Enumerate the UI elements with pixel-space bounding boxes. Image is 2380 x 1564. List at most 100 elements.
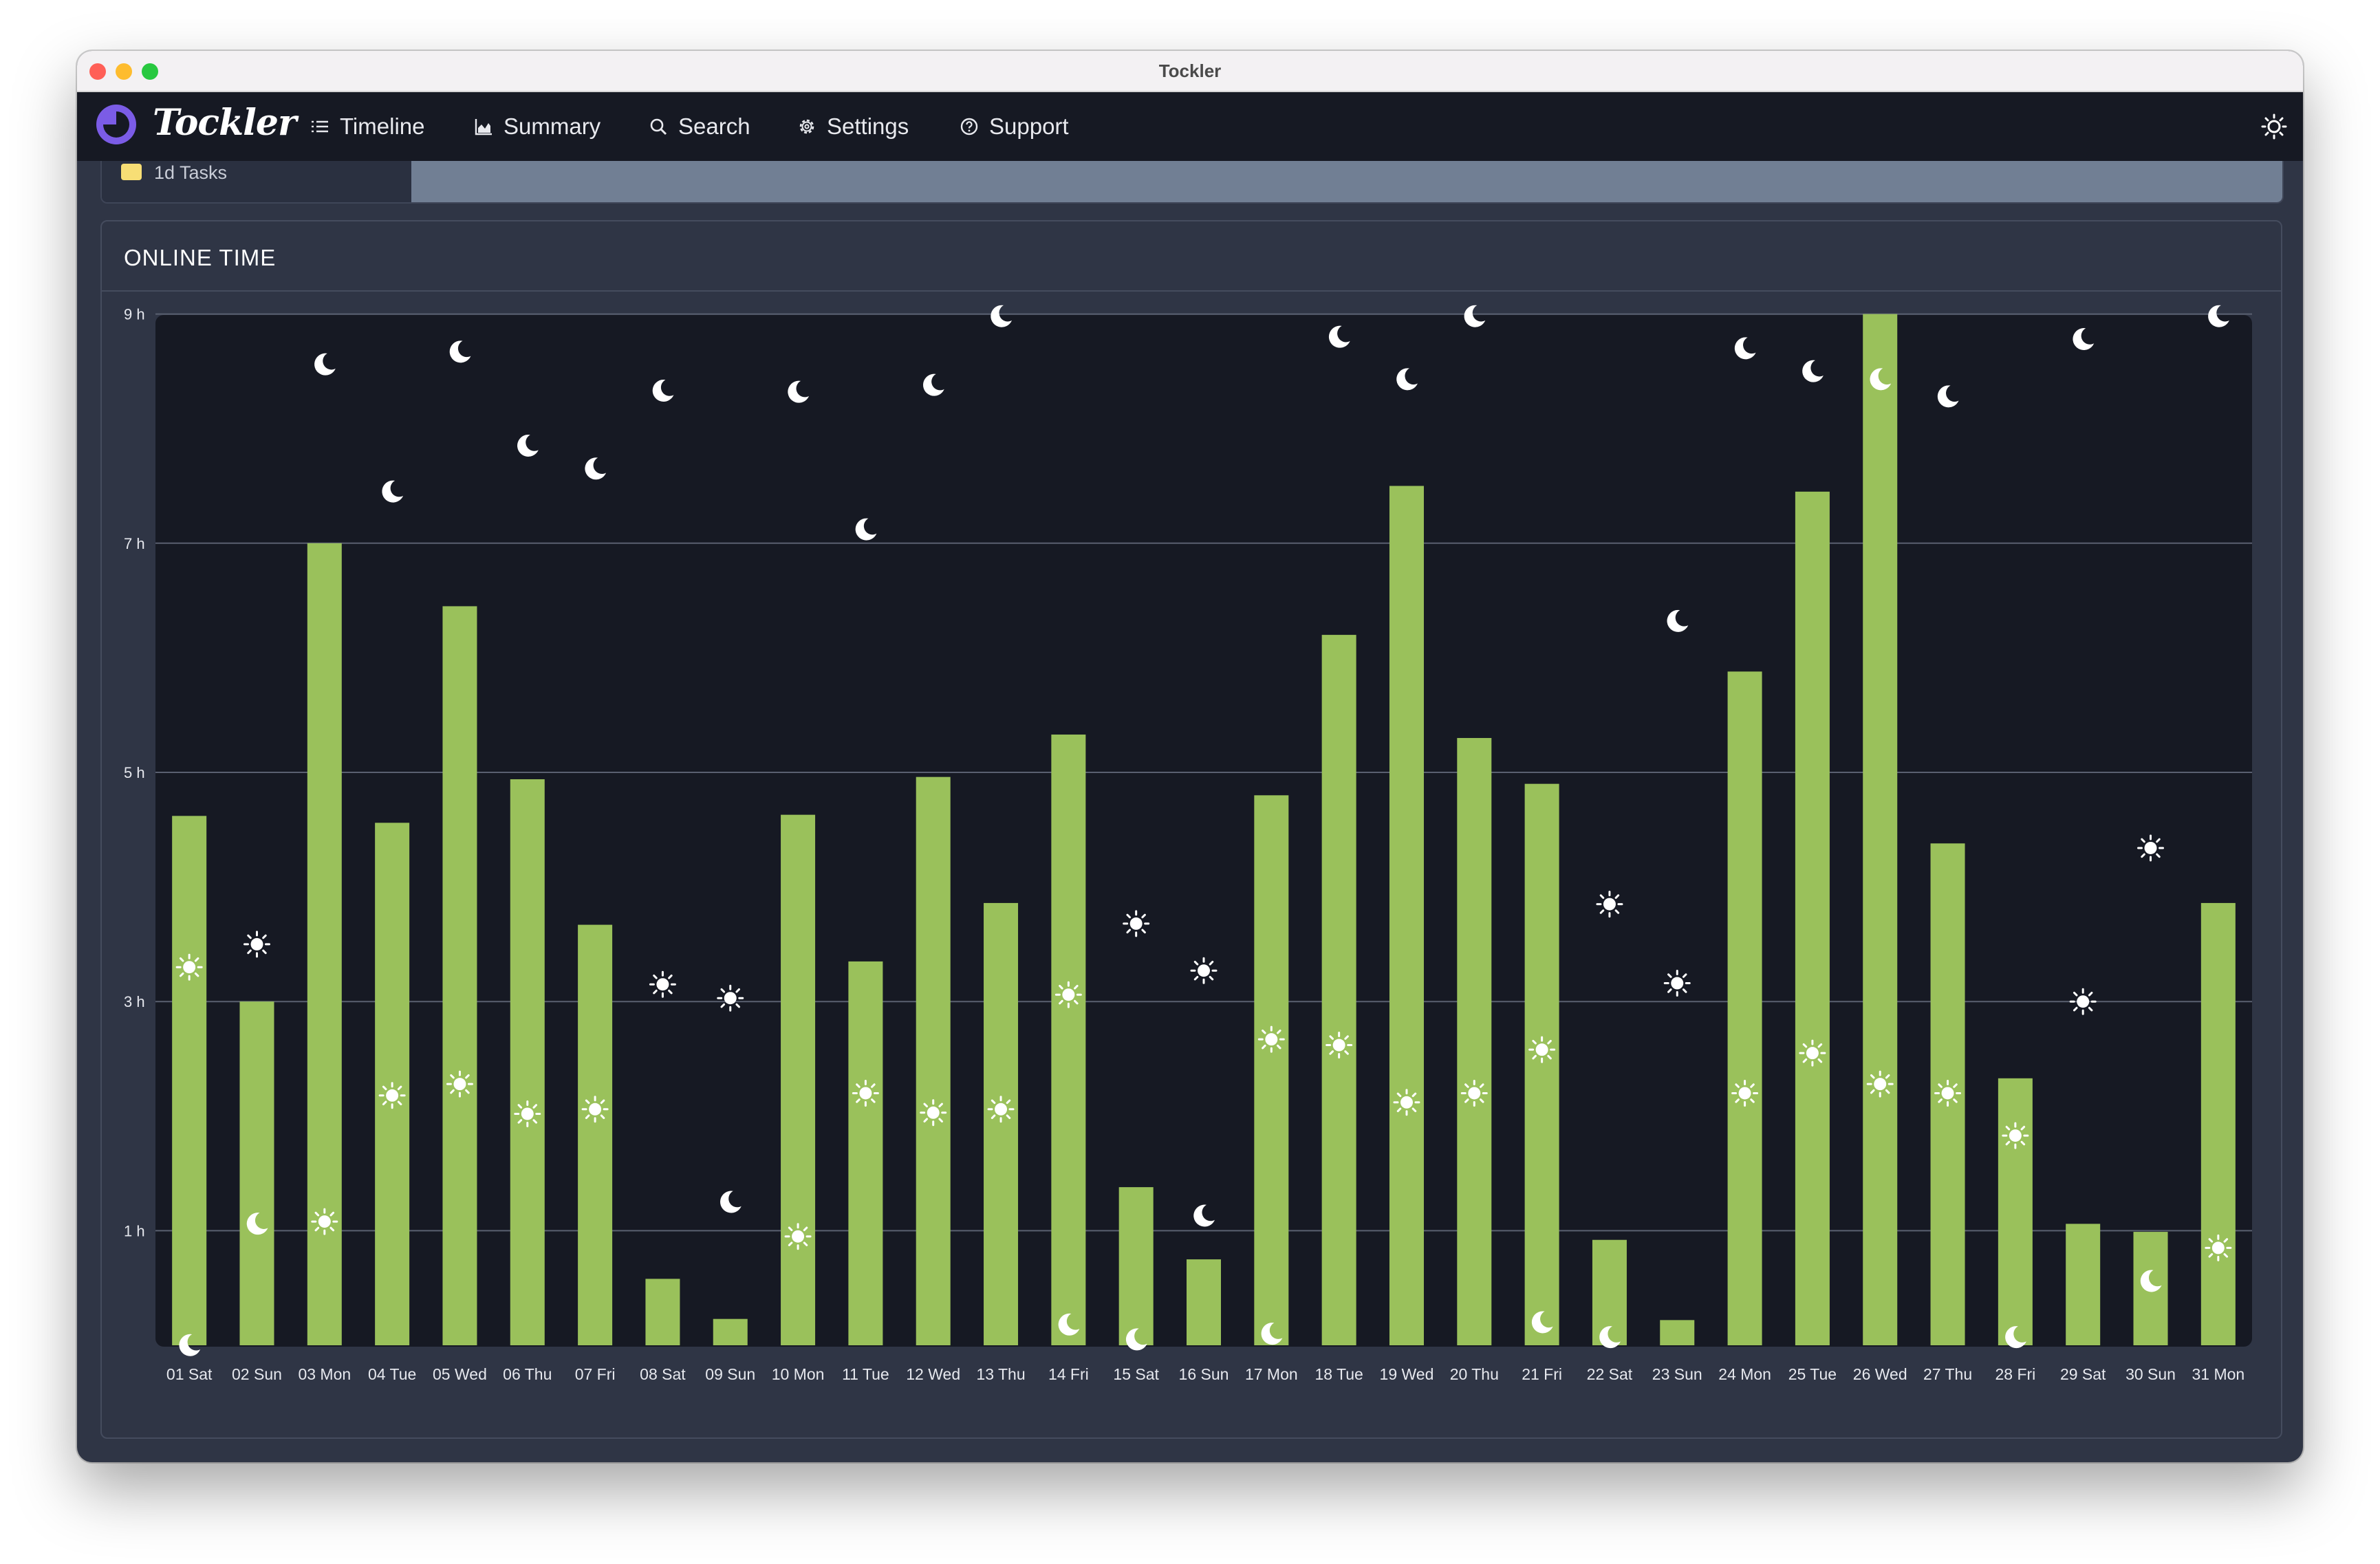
x-tick-label: 23 Sun	[1652, 1365, 1702, 1383]
moon-icon	[1328, 325, 1350, 348]
moon-icon	[1193, 1204, 1215, 1227]
x-tick-label: 09 Sun	[705, 1365, 755, 1383]
bar[interactable]	[1592, 1239, 1627, 1345]
bar[interactable]	[1727, 671, 1762, 1345]
bar[interactable]	[984, 902, 1019, 1345]
help-circle-icon	[960, 118, 978, 135]
minimize-window-button[interactable]	[116, 63, 132, 80]
bar[interactable]	[510, 779, 545, 1345]
online-time-chart: 1 h 3 h 5 h 7 h 9 h 01 Sat 02 Sun 03 Mon 04 Tue 0…	[124, 305, 2252, 1383]
moon-icon	[1261, 1323, 1283, 1345]
moon-icon	[382, 480, 404, 503]
x-tick-label: 26 Wed	[1853, 1365, 1907, 1383]
sunrise-icon	[920, 1099, 947, 1127]
moon-icon	[2140, 1270, 2162, 1292]
sunrise-icon	[1460, 1079, 1488, 1107]
y-tick-label: 1 h	[124, 1222, 145, 1239]
sunrise-icon	[1799, 1039, 1826, 1067]
sun-icon[interactable]	[2260, 113, 2288, 140]
sunrise-icon	[1596, 891, 1623, 918]
x-tick-label: 01 Sat	[166, 1365, 213, 1383]
bar[interactable]	[442, 606, 477, 1346]
sunrise-icon	[1663, 970, 1691, 997]
bar[interactable]	[1795, 491, 1830, 1345]
moon-icon	[1125, 1328, 1147, 1351]
bar[interactable]	[1187, 1259, 1221, 1345]
tasks-bar[interactable]	[411, 161, 2282, 202]
moon-icon	[1599, 1326, 1621, 1349]
bar[interactable]	[781, 814, 816, 1345]
close-window-button[interactable]	[89, 63, 106, 80]
sunrise-icon	[446, 1070, 473, 1098]
tasks-timeline-strip: 1d Tasks	[100, 161, 2284, 204]
bar[interactable]	[916, 776, 951, 1345]
bar[interactable]	[578, 924, 613, 1345]
bar[interactable]	[2200, 902, 2236, 1345]
bar[interactable]	[1863, 314, 1898, 1346]
nav-summary-label: Summary	[504, 113, 601, 139]
nav-search[interactable]: Search	[648, 113, 750, 140]
moon-icon	[1937, 385, 1959, 408]
bar[interactable]	[1254, 795, 1289, 1345]
bar[interactable]	[1660, 1320, 1695, 1345]
bar[interactable]	[1321, 635, 1356, 1345]
nav-settings[interactable]: Settings	[797, 113, 909, 140]
sunrise-icon	[2137, 834, 2165, 862]
bar[interactable]	[239, 1001, 274, 1345]
sunrise-icon	[987, 1096, 1015, 1123]
list-icon	[312, 120, 328, 133]
sunrise-icon	[1934, 1079, 1962, 1107]
moon-icon	[2073, 328, 2095, 351]
sunrise-icon	[378, 1082, 406, 1109]
x-tick-label: 22 Sat	[1587, 1365, 1633, 1383]
nav-support[interactable]: Support	[959, 113, 1069, 140]
bar[interactable]	[848, 961, 883, 1345]
sunrise-icon	[852, 1079, 879, 1107]
moon-icon	[1464, 305, 1486, 327]
logo-icon[interactable]	[96, 105, 136, 144]
x-tick-label: 18 Tue	[1315, 1365, 1363, 1383]
nav-summary[interactable]: Summary	[473, 113, 601, 140]
bar[interactable]	[713, 1318, 748, 1345]
bar[interactable]	[1118, 1187, 1154, 1345]
nav-search-label: Search	[678, 113, 750, 139]
nav-timeline[interactable]: Timeline	[310, 113, 424, 140]
x-tick-label: 27 Thu	[1923, 1365, 1972, 1383]
x-tick-label: 17 Mon	[1245, 1365, 1298, 1383]
sunrise-icon	[649, 970, 676, 998]
logo-text[interactable]: Tockler	[153, 102, 296, 144]
window-title: Tockler	[1158, 61, 1222, 81]
bar[interactable]	[1524, 783, 1559, 1345]
bar[interactable]	[2066, 1224, 2101, 1345]
x-tick-label: 20 Thu	[1450, 1365, 1499, 1383]
moon-icon	[1396, 368, 1418, 391]
moon-icon	[991, 305, 1013, 327]
zoom-window-button[interactable]	[142, 63, 158, 80]
x-tick-label: 02 Sun	[232, 1365, 282, 1383]
sunrise-icon	[175, 953, 203, 981]
bar[interactable]	[1457, 738, 1492, 1345]
x-tick-label: 12 Wed	[906, 1365, 960, 1383]
sunrise-icon	[1731, 1079, 1759, 1107]
y-tick-label: 9 h	[124, 306, 145, 323]
bar[interactable]	[1051, 735, 1086, 1345]
bar[interactable]	[172, 816, 207, 1345]
x-tick-label: 21 Fri	[1522, 1365, 1562, 1383]
moon-icon	[246, 1213, 268, 1235]
sunrise-icon	[1326, 1032, 1353, 1059]
sunrise-icon	[784, 1223, 812, 1250]
bar[interactable]	[645, 1279, 680, 1345]
bar[interactable]	[1389, 486, 1424, 1346]
nav-support-label: Support	[989, 113, 1069, 139]
nav-timeline-label: Timeline	[340, 113, 425, 139]
x-tick-label: 30 Sun	[2125, 1365, 2176, 1383]
moon-icon	[1667, 609, 1689, 632]
bar[interactable]	[1998, 1078, 2033, 1345]
sunrise-icon	[1866, 1070, 1894, 1098]
tasks-color-chip	[121, 164, 142, 180]
moon-icon	[1802, 360, 1824, 382]
sunrise-icon	[514, 1100, 541, 1127]
navbar: Tockler Timeline Summary	[77, 92, 2303, 161]
y-tick-label: 3 h	[124, 993, 145, 1010]
online-time-card: ONLINE TIME 1 h 3 h 5 h 7 h 9 h 01 Sat 02 Sun 0…	[100, 220, 2282, 1439]
